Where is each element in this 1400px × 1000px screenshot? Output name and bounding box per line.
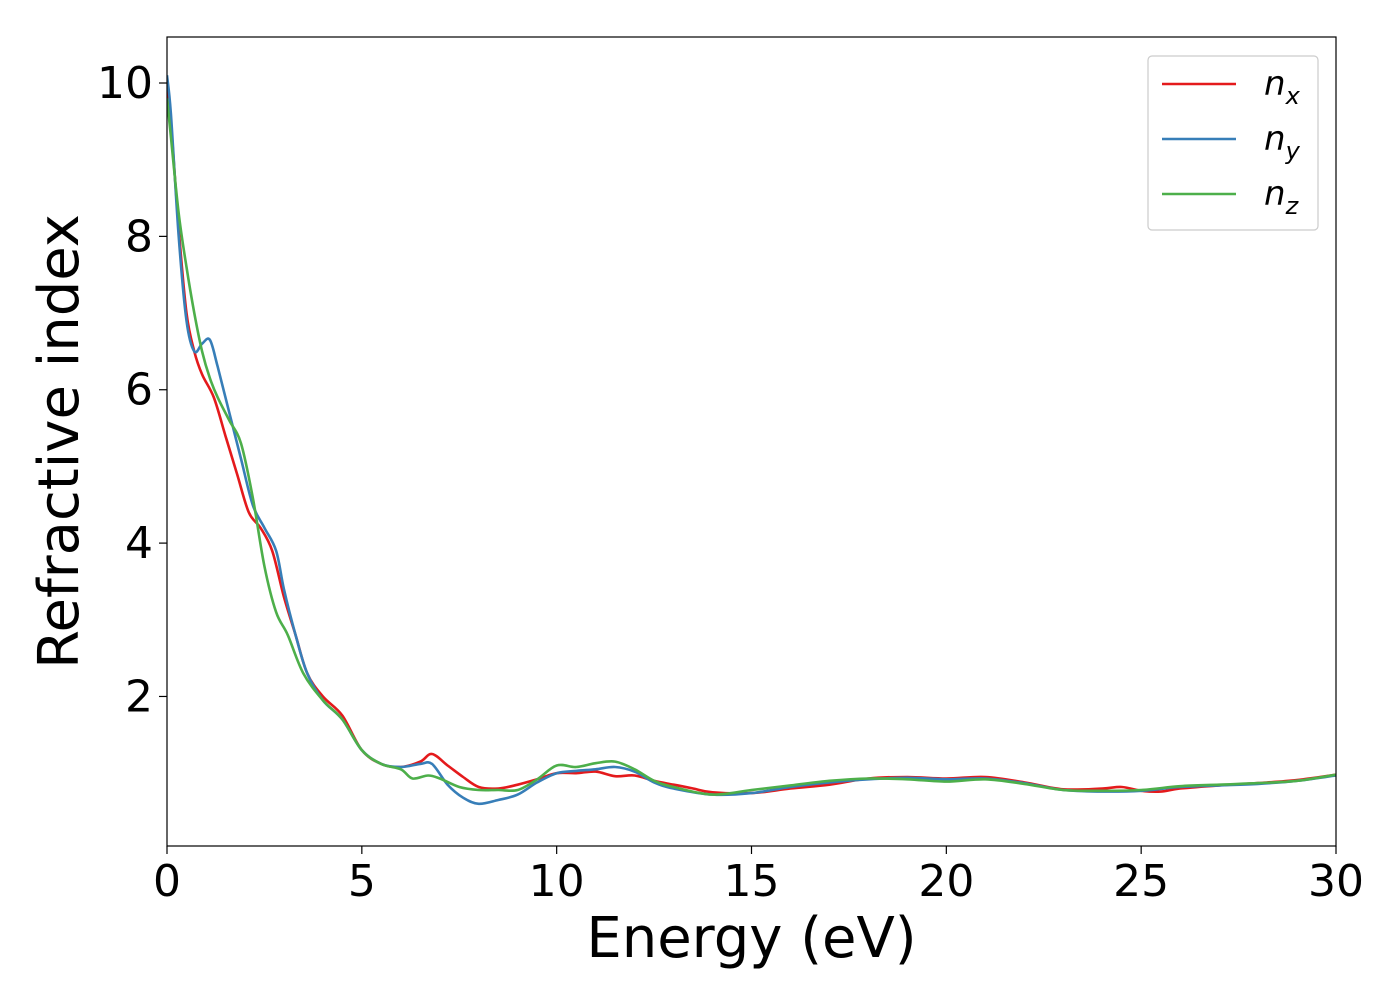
- axes-layer: 0 5 10 15 20 25 30 2 4 6 8 10: [97, 36, 1364, 907]
- legend-box: [1147, 55, 1319, 231]
- legend-label-main: n: [1264, 119, 1286, 159]
- x-tick-label: 25: [1113, 856, 1169, 907]
- x-tick-label: 30: [1308, 856, 1364, 907]
- legend-label-subscript: x: [1285, 82, 1301, 110]
- series-line-nz: [167, 98, 1336, 796]
- legend-label-main: n: [1264, 64, 1286, 104]
- x-tick-label: 0: [153, 856, 181, 907]
- x-tick-label: 5: [348, 856, 376, 907]
- legend-label-subscript: y: [1285, 137, 1301, 165]
- y-tick-label: 10: [97, 58, 153, 109]
- y-tick-label: 6: [125, 365, 153, 416]
- x-tick-label: 10: [529, 856, 585, 907]
- y-axis-title: Refractive index: [27, 214, 92, 669]
- legend-label-main: n: [1264, 174, 1286, 214]
- legend-label-nz: nz: [1264, 174, 1300, 220]
- x-tick-label: 15: [724, 856, 780, 907]
- legend-label-nx: nx: [1264, 64, 1301, 110]
- x-tick-label: 20: [918, 856, 974, 907]
- y-tick-label: 8: [125, 211, 153, 262]
- legend-label-subscript: z: [1285, 192, 1300, 220]
- y-tick-label: 4: [125, 518, 153, 569]
- series-layer: [167, 75, 1336, 806]
- y-tick-label: 2: [125, 671, 153, 722]
- x-axis-title: Energy (eV): [586, 906, 916, 971]
- legend-label-ny: ny: [1264, 119, 1301, 165]
